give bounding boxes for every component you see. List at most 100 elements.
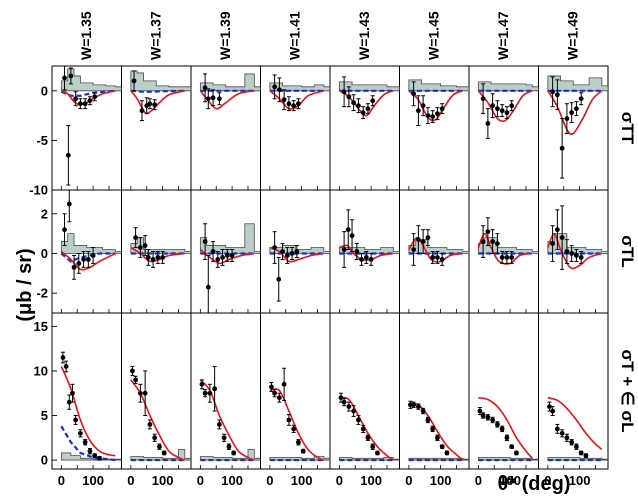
data-point — [420, 229, 426, 254]
systematic-histogram — [338, 81, 400, 92]
x-tick-label: 0 — [405, 473, 412, 488]
x-tick-label: 0 — [336, 473, 343, 488]
data-point — [415, 95, 421, 127]
model-curve-solid — [477, 232, 533, 265]
row-label: σT + ∈ σL — [618, 350, 637, 433]
data-point — [360, 106, 366, 120]
y-tick-label: 0 — [41, 83, 48, 98]
model-curve-solid — [478, 396, 533, 459]
row-label: σTT — [618, 112, 637, 145]
data-point — [439, 444, 445, 450]
data-point — [212, 365, 218, 412]
data-point — [291, 100, 297, 112]
data-point — [161, 450, 167, 456]
data-point — [365, 103, 371, 115]
data-point — [439, 252, 445, 266]
data-point — [92, 453, 98, 459]
data-point — [272, 389, 278, 398]
data-point — [137, 383, 143, 403]
data-point — [296, 439, 301, 446]
column-label: W=1.41 — [286, 11, 302, 60]
data-point — [559, 118, 565, 179]
model-curve-solid — [408, 236, 463, 263]
data-point — [229, 249, 235, 262]
data-point — [554, 423, 560, 434]
data-point — [147, 419, 153, 430]
data-point — [439, 103, 445, 115]
data-point — [152, 433, 158, 442]
data-point — [425, 107, 431, 125]
data-point — [144, 97, 150, 115]
data-point — [155, 251, 161, 264]
data-point — [346, 401, 352, 412]
data-point — [356, 98, 361, 114]
data-point — [82, 98, 88, 110]
data-point — [499, 425, 505, 433]
panel-frame — [538, 312, 609, 470]
data-point — [583, 453, 589, 459]
data-point — [435, 251, 440, 264]
data-point — [430, 110, 436, 124]
data-point — [294, 245, 300, 258]
x-tick-label: 100 — [82, 473, 104, 488]
data-point — [425, 229, 431, 247]
data-point — [370, 443, 376, 450]
data-point — [495, 100, 500, 118]
data-point — [359, 252, 364, 266]
model-curve-solid — [60, 366, 116, 457]
systematic-histogram — [130, 237, 191, 254]
data-point — [509, 251, 515, 264]
data-point — [224, 249, 230, 262]
data-point — [564, 433, 570, 442]
data-point — [509, 100, 515, 112]
data-point — [289, 247, 295, 260]
data-point — [485, 108, 491, 139]
data-point — [226, 443, 232, 450]
data-point — [351, 94, 357, 112]
data-point — [280, 243, 285, 260]
data-point — [215, 251, 221, 268]
data-point — [351, 405, 357, 417]
model-curve-solid — [547, 232, 603, 270]
data-point — [341, 398, 347, 407]
data-point — [574, 101, 579, 117]
data-point — [341, 76, 347, 108]
data-point — [70, 383, 75, 403]
data-point — [420, 407, 426, 415]
x-tick-label: 100 — [360, 473, 382, 488]
y-tick-label: 0 — [41, 453, 48, 468]
data-point — [281, 367, 287, 401]
data-point — [71, 254, 77, 280]
data-point — [504, 106, 510, 120]
data-point — [97, 455, 102, 461]
x-tick-label: 0 — [197, 473, 204, 488]
x-tick-label: 100 — [152, 473, 174, 488]
y-tick-label: -2 — [36, 286, 48, 301]
data-point — [415, 403, 421, 410]
data-point — [65, 125, 71, 186]
data-point — [346, 86, 352, 108]
data-point — [157, 443, 162, 450]
systematic-histogram — [269, 245, 330, 254]
histogram-layer — [60, 68, 608, 461]
panel-frame — [51, 312, 122, 470]
data-point — [349, 219, 355, 252]
data-point — [365, 434, 371, 441]
y-tick-label: 15 — [34, 319, 48, 334]
systematic-histogram — [408, 79, 469, 92]
data-point — [62, 66, 67, 91]
tick-layer: 0 -5 -10 σTT 2 0 -2 σTL 15 10 5 0 σT + ∈ σL W=1.35 W=1… — [29, 11, 637, 488]
data-point — [375, 450, 380, 456]
y-tick-label: 2 — [41, 206, 48, 221]
data-point — [205, 88, 211, 110]
data-point — [85, 251, 91, 268]
model-curve-dashed — [60, 425, 116, 462]
data-point — [207, 383, 213, 403]
panel-grid — [51, 65, 609, 470]
column-label: W=1.43 — [356, 11, 372, 60]
data-point — [300, 448, 306, 454]
y-tick-label: 5 — [41, 408, 48, 423]
data-point — [220, 249, 225, 266]
model-curve-solid — [130, 90, 186, 115]
data-point — [139, 100, 145, 122]
